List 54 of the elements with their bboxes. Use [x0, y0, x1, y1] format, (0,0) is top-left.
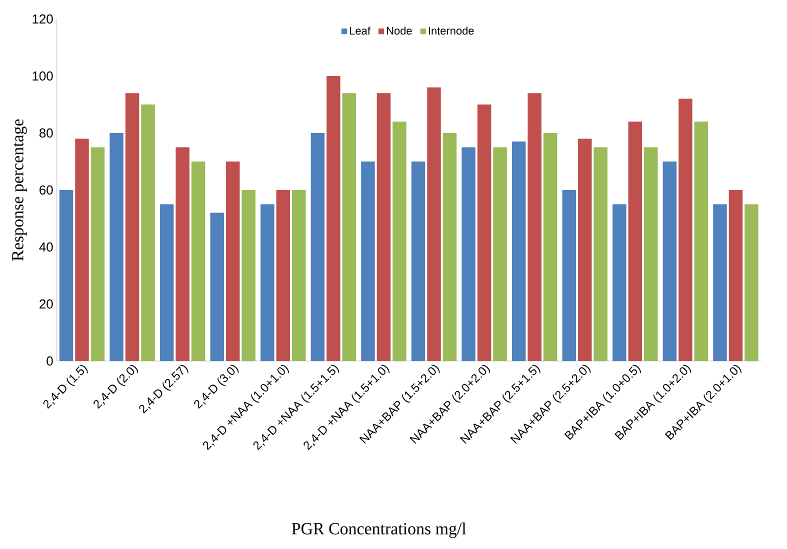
- legend-label: Internode: [428, 26, 474, 35]
- y-tick-label: 80: [39, 128, 53, 138]
- bar: [376, 93, 391, 361]
- y-tick-label: 20: [40, 299, 53, 309]
- y-tick-label: 40: [39, 242, 53, 252]
- bar: [176, 147, 190, 361]
- bar: [226, 161, 240, 361]
- legend-label: Node: [387, 26, 412, 35]
- bar: [744, 204, 758, 361]
- bar: [543, 132, 558, 361]
- y-tick-label: 0: [46, 356, 53, 366]
- x-axis-title: PGR Concentrations mg/l: [292, 522, 466, 538]
- bar: [578, 138, 592, 361]
- bar: [493, 147, 507, 361]
- bar: [75, 138, 89, 361]
- bar: [644, 147, 658, 361]
- bar: [612, 204, 626, 361]
- bar: [477, 104, 492, 361]
- bar: [512, 142, 526, 361]
- y-tick-label: 60: [40, 185, 53, 195]
- bar: [628, 122, 642, 361]
- bar: [411, 161, 426, 361]
- bar: [260, 204, 274, 361]
- bar: [392, 122, 406, 361]
- bar: [728, 190, 743, 361]
- bar: [110, 132, 124, 361]
- bar: [594, 147, 608, 361]
- bar: [562, 190, 576, 361]
- y-axis-title: Response percentage: [12, 119, 27, 261]
- bar: [141, 104, 155, 361]
- bar: [713, 204, 727, 361]
- y-tick-label: 100: [32, 71, 53, 81]
- bar: [59, 190, 74, 361]
- bar: [528, 93, 542, 361]
- bar: [326, 76, 340, 361]
- bar: [276, 190, 290, 361]
- bar: [210, 212, 224, 361]
- bar: [694, 122, 708, 361]
- bar: [462, 147, 476, 361]
- bar: [442, 132, 457, 361]
- bar: [342, 93, 356, 361]
- bar: [191, 161, 206, 361]
- bar: [160, 204, 174, 361]
- bar: [310, 132, 325, 361]
- y-tick-label: 120: [32, 14, 53, 24]
- bar: [662, 161, 677, 361]
- bar: [361, 161, 375, 361]
- bar: [242, 190, 256, 361]
- bar: [427, 87, 441, 361]
- bar: [125, 93, 140, 361]
- legend-label: Leaf: [350, 26, 370, 35]
- bar: [90, 147, 105, 361]
- bar: [678, 98, 692, 361]
- bar: [292, 190, 306, 361]
